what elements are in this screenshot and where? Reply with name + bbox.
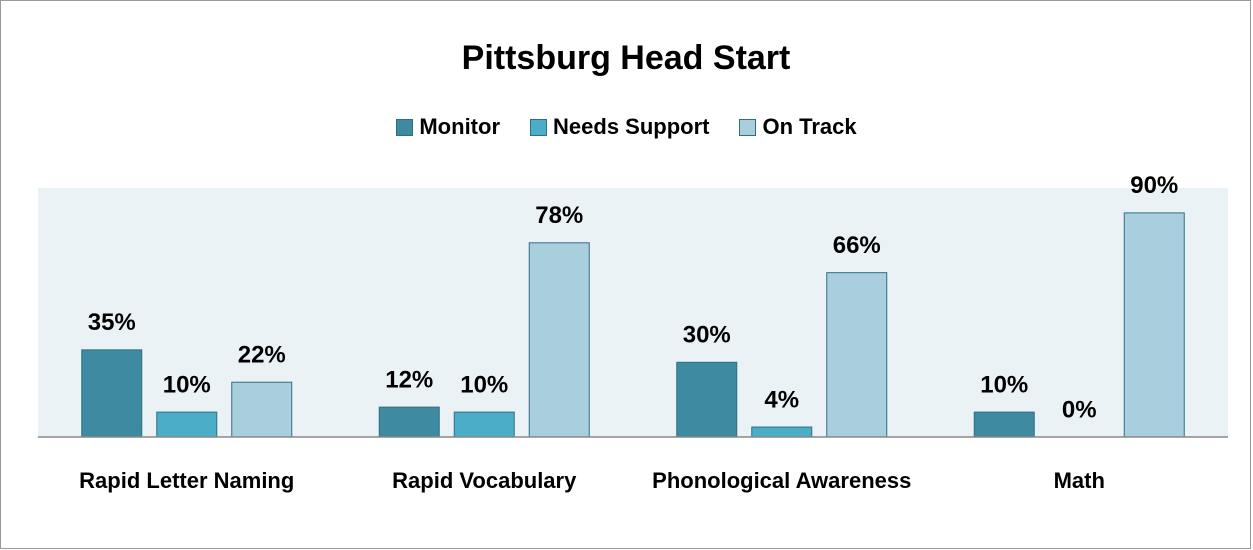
data-label: 66% bbox=[833, 232, 881, 259]
data-label: 0% bbox=[1062, 396, 1097, 423]
data-label: 10% bbox=[163, 371, 211, 398]
bar bbox=[528, 242, 590, 438]
plot-area bbox=[38, 188, 1228, 437]
bar bbox=[378, 406, 440, 438]
bar bbox=[1123, 212, 1185, 438]
bar bbox=[826, 272, 888, 438]
legend-label: Monitor bbox=[419, 114, 501, 139]
legend-item: Needs Support bbox=[530, 114, 709, 140]
data-label: 30% bbox=[683, 322, 731, 349]
legend-swatch bbox=[530, 118, 548, 136]
legend-item: Monitor bbox=[396, 114, 500, 140]
data-label: 90% bbox=[1130, 172, 1178, 199]
legend: Monitor Needs Support On Track bbox=[0, 114, 1253, 140]
legend-swatch bbox=[739, 118, 757, 136]
bar bbox=[751, 426, 813, 438]
data-label: 10% bbox=[460, 371, 508, 398]
legend-label: Needs Support bbox=[553, 114, 710, 139]
bar bbox=[81, 349, 143, 438]
bar bbox=[231, 381, 293, 438]
data-label: 4% bbox=[764, 386, 799, 413]
x-tick-label: Math bbox=[1053, 468, 1105, 493]
bar bbox=[453, 411, 515, 438]
bar bbox=[973, 411, 1035, 438]
data-label: 78% bbox=[535, 202, 583, 229]
data-label: 22% bbox=[238, 342, 286, 369]
bar bbox=[676, 361, 738, 438]
data-label: 12% bbox=[385, 366, 433, 393]
data-label: 35% bbox=[88, 309, 136, 336]
data-label: 10% bbox=[980, 371, 1028, 398]
chart-title: Pittsburg Head Start bbox=[462, 39, 791, 77]
legend-swatch bbox=[396, 118, 414, 136]
bar bbox=[156, 411, 218, 438]
x-tick-label: Rapid Letter Naming bbox=[79, 468, 295, 493]
legend-item: On Track bbox=[739, 114, 857, 140]
x-tick-label: Phonological Awareness bbox=[652, 468, 912, 493]
x-tick-label: Rapid Vocabulary bbox=[392, 468, 577, 493]
legend-label: On Track bbox=[762, 114, 857, 139]
